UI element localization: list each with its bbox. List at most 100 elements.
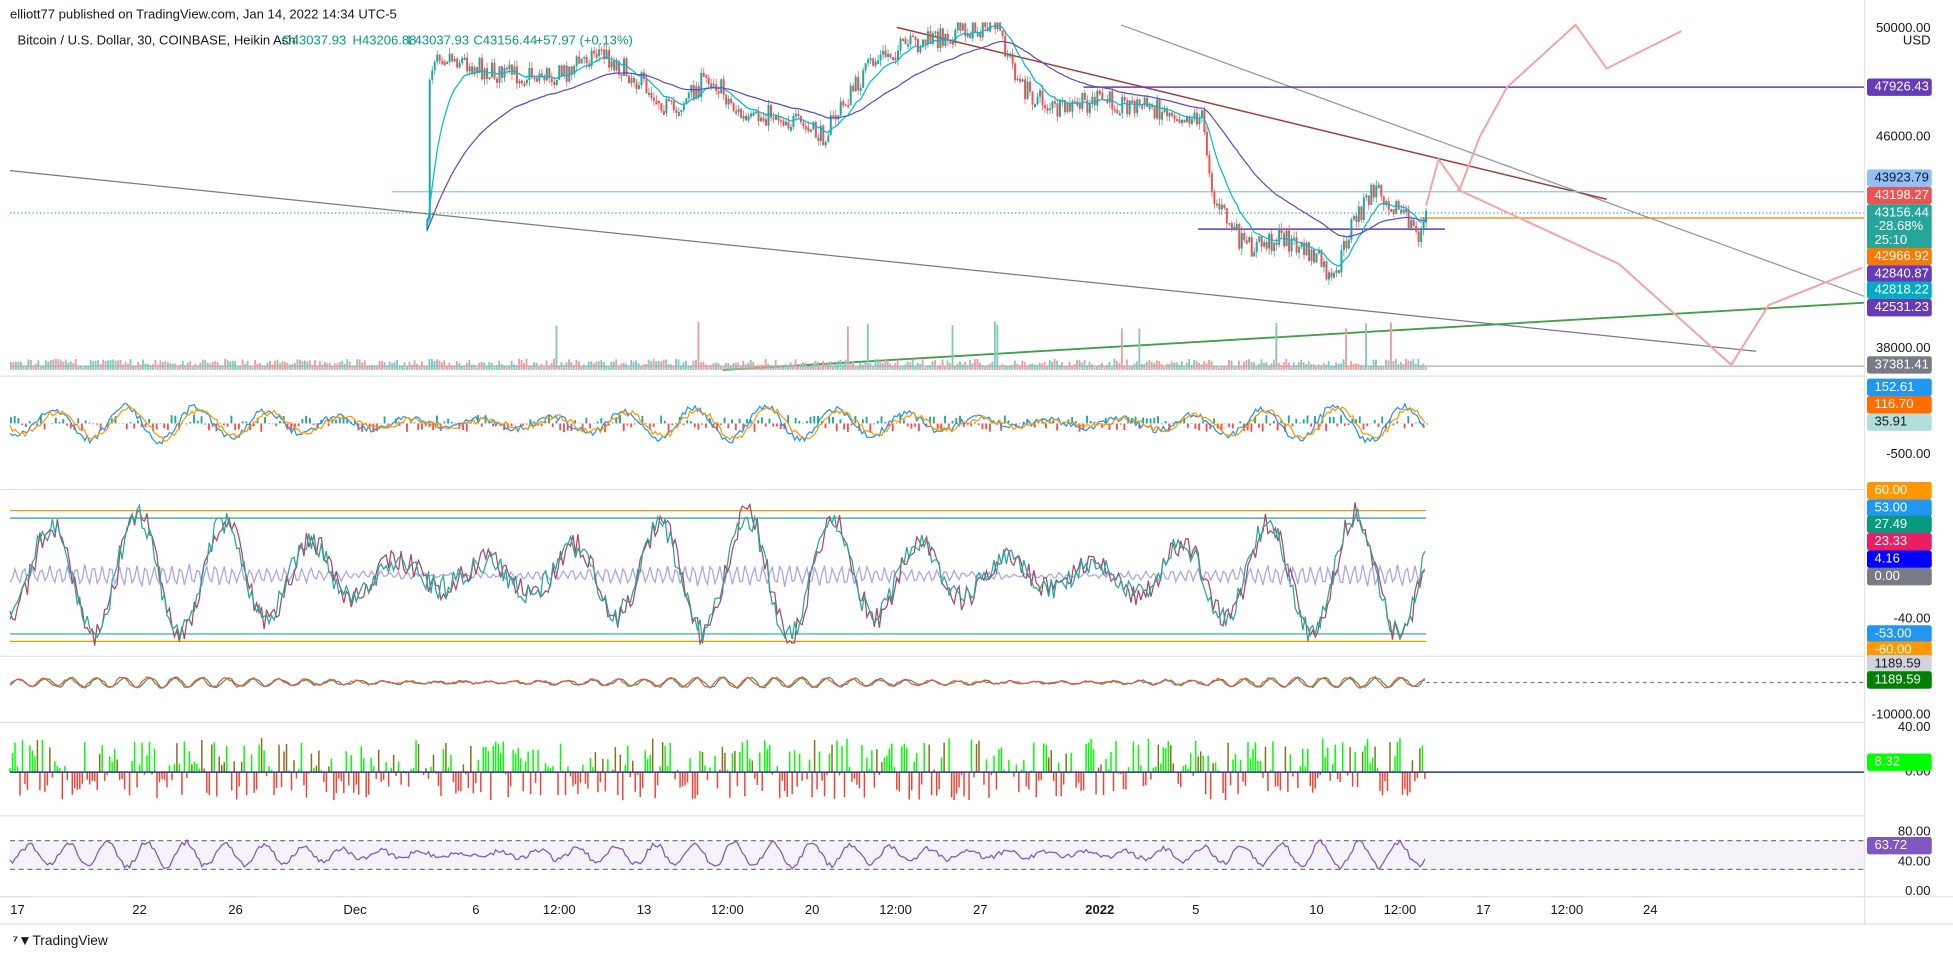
volume-bar [458,363,461,370]
volume-bar [879,360,882,370]
volume-bar [132,366,134,370]
histogram-bar [940,423,943,431]
volume-bar [1165,363,1168,370]
candle [1235,224,1238,229]
volume-bar [764,358,767,370]
candle [1425,210,1428,223]
histogram-bar [551,423,554,428]
histogram-bar [832,417,834,424]
histogram-bar [402,422,405,424]
candle [1001,30,1004,36]
volume-bar [47,361,50,370]
drawing-line [896,26,1607,200]
volume-bar [1088,361,1091,370]
histogram-bar [1340,415,1343,424]
volume-bar [503,366,506,370]
candle [1158,99,1161,120]
price-tag-label: 25:10 [1874,232,1907,247]
volume-bar [530,365,533,370]
candle [1133,100,1136,114]
histogram-bar [988,423,991,432]
candle [1178,119,1181,123]
volume-bar [757,364,760,370]
candle [1078,102,1081,109]
volume-bar [293,362,296,370]
volume-bar [1205,363,1208,370]
volume-bar [54,358,57,370]
candle [712,83,715,86]
volume-bar [747,362,750,370]
histogram-bar [308,417,311,424]
price-tag-label: 60.00 [1874,482,1907,497]
histogram-bar [454,422,457,424]
candle [1113,109,1116,111]
candle [600,49,603,51]
volume-bar [1367,367,1370,370]
volume-bar [1083,360,1086,370]
histogram-bar [809,416,812,424]
price-tag-label: 4.16 [1874,551,1899,566]
price-tag-label: 0.00 [1874,568,1899,583]
candle [473,67,476,75]
candle [441,60,444,64]
candle [428,79,431,220]
histogram-bar [559,423,562,431]
histogram-bar [1172,422,1174,424]
volume-bar [1170,361,1173,370]
histogram-bar [51,423,53,425]
candle [553,81,556,86]
volume-bar [1370,366,1372,370]
volume-bar [802,362,805,370]
candle [1372,184,1375,198]
histogram-bar [1134,416,1137,424]
volume-bar [789,362,792,370]
histogram-bar [43,423,46,430]
histogram-bar [977,423,980,426]
volume-bar [889,363,892,370]
volume-bar [266,362,269,370]
volume-bar [371,364,374,370]
volume-bar [1277,362,1280,370]
moving-average [426,24,1427,267]
price-tag [1867,265,1932,283]
candle [652,97,655,101]
histogram-bar [260,423,263,432]
volume-bar [1392,360,1395,370]
candle [1407,209,1410,229]
price-tag-label: -60.00 [1874,642,1911,657]
volume-bar [460,366,463,370]
volume-bar [627,365,630,370]
candle [931,33,934,44]
volume-bar [555,325,558,370]
volume-bar [959,361,961,370]
volume-bar [1091,364,1093,370]
volume-bar [1135,361,1138,370]
volume-bar [1118,363,1121,370]
volume-bar [1168,363,1171,370]
volume-bar [1046,366,1049,370]
volume-bar [137,362,139,370]
candle [827,135,830,143]
histogram-bar [652,423,655,427]
volume-bar [909,362,912,370]
histogram-bar [757,420,760,424]
histogram-bar [723,417,726,424]
volume-bar [1058,365,1061,370]
volume-bar [1173,362,1176,370]
volume-bar [1051,361,1054,370]
volume-bar [29,360,32,370]
volume-bar [338,362,341,370]
volume-bar [759,365,762,370]
price-tag-label: 42818.22 [1874,282,1928,297]
candle [563,65,566,77]
histogram-bar [697,423,700,430]
candle [879,54,882,61]
volume-bar [316,366,319,370]
histogram-bar [88,422,91,424]
candle [1014,63,1017,81]
histogram-bar [932,416,935,424]
candle [625,58,628,76]
volume-bar [1175,362,1178,370]
volume-bar [642,363,645,370]
candle [787,121,790,129]
